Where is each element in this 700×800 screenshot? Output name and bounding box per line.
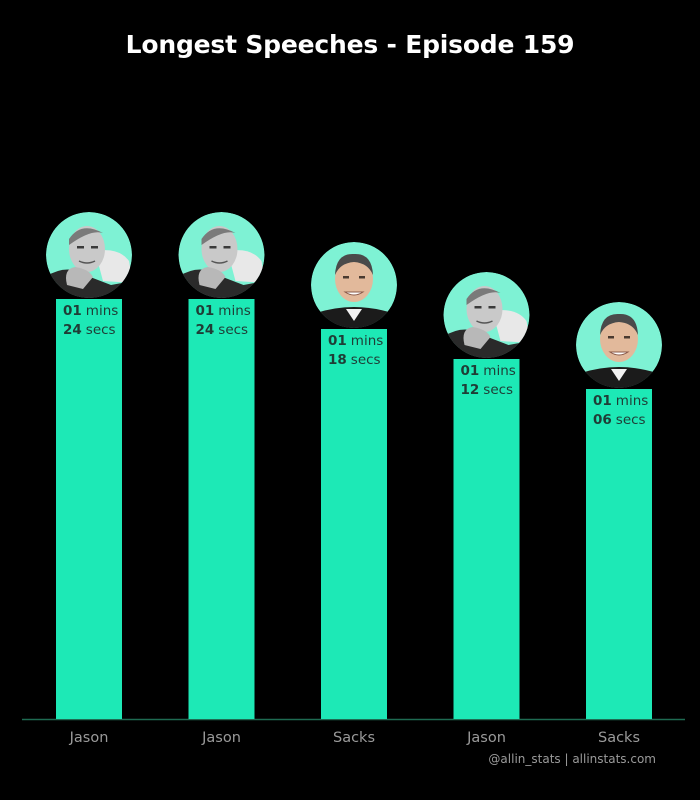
avatar-jason-portrait (443, 272, 530, 358)
data-label-mins: 01 mins (196, 303, 251, 319)
avatar-sacks-portrait (576, 302, 662, 388)
data-label-secs: 24 secs (63, 322, 116, 338)
bar-1 (56, 299, 122, 719)
data-label-secs: 12 secs (461, 382, 514, 398)
chart-title: Longest Speeches - Episode 159 (125, 30, 575, 59)
data-label-secs: 18 secs (328, 352, 381, 368)
avatar-jason-portrait (178, 212, 265, 298)
data-label-secs: 24 secs (196, 322, 249, 338)
bar-4 (453, 359, 520, 719)
bar-3 (321, 329, 387, 719)
footer-credit: @allin_stats | allinstats.com (488, 752, 656, 766)
data-label-secs: 06 secs (593, 412, 646, 428)
avatar-jason-portrait (46, 212, 132, 298)
bar-2 (188, 299, 255, 719)
x-tick-label: Jason (466, 730, 506, 746)
x-tick-label: Sacks (333, 730, 375, 746)
data-label-mins: 01 mins (593, 393, 648, 409)
avatar-sacks-portrait (311, 242, 397, 328)
x-tick-label: Jason (69, 730, 109, 746)
x-tick-label: Jason (201, 730, 241, 746)
data-label-mins: 01 mins (461, 363, 516, 379)
x-tick-label: Sacks (598, 730, 640, 746)
data-label-mins: 01 mins (328, 333, 383, 349)
data-label-mins: 01 mins (63, 303, 118, 319)
bar-5 (586, 389, 652, 719)
